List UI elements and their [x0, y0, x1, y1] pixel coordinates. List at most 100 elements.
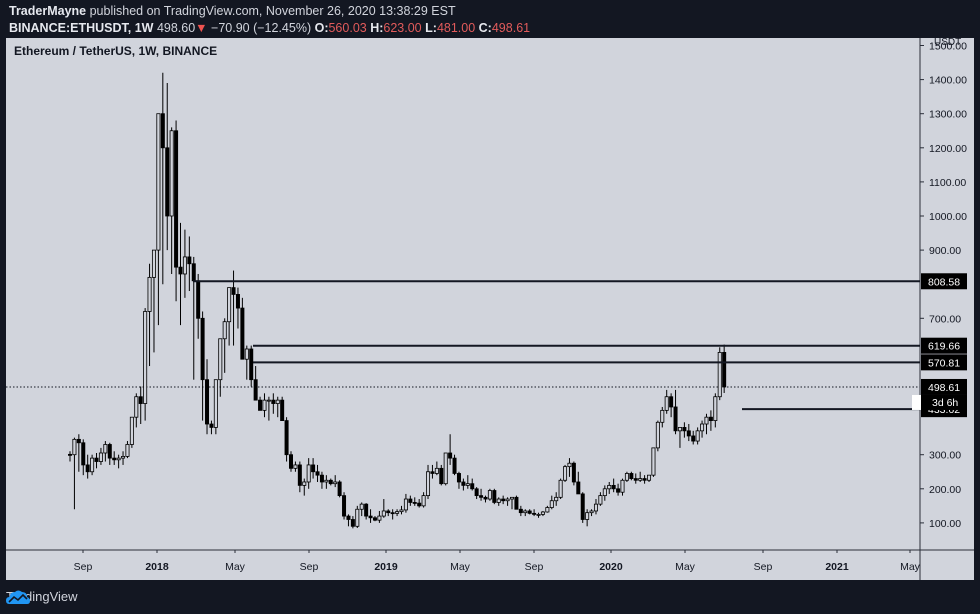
candle-up	[713, 396, 718, 422]
candle-down	[315, 471, 320, 476]
candle-down	[479, 495, 484, 498]
candle-up	[523, 510, 528, 514]
x-tick-label: Sep	[754, 561, 773, 573]
candle-down	[205, 379, 210, 425]
chart-area[interactable]: Ethereum / TetherUS, 1W, BINANCE 100.00 20…	[6, 38, 974, 580]
high-label: H:	[370, 21, 384, 35]
candle-down	[514, 496, 519, 510]
x-tick-label: May	[225, 561, 246, 573]
candle-down	[337, 481, 342, 497]
x-tick-label: Sep	[525, 561, 544, 573]
y-tick-label: 1000.00	[929, 211, 967, 223]
candlestick-chart[interactable]: Ethereum / TetherUS, 1W, BINANCE 100.00 20…	[6, 38, 974, 580]
low-label: L:	[425, 21, 437, 35]
candle-down	[249, 348, 254, 381]
candle-down	[350, 519, 355, 527]
candle-down	[412, 502, 417, 504]
candle-down	[68, 453, 73, 456]
candle-down	[200, 317, 205, 381]
candle-up	[355, 508, 360, 527]
level-price-label-bg	[921, 337, 967, 354]
tradingview-cloud-icon	[6, 590, 30, 604]
candle-up	[602, 488, 607, 497]
candle-down	[160, 113, 165, 149]
candle-down	[691, 435, 696, 442]
candle-up	[218, 338, 223, 381]
close-value: 498.61	[491, 21, 531, 35]
candle-up	[677, 427, 682, 432]
candle-up	[704, 416, 709, 425]
candle-up	[660, 409, 665, 423]
candle-up	[655, 421, 660, 449]
chart-title: Ethereum / TetherUS, 1W, BINANCE	[14, 44, 217, 58]
candle-down	[297, 464, 302, 486]
candle-up	[443, 452, 448, 485]
countdown-marker	[912, 394, 921, 410]
x-tick-label: 2020	[599, 561, 623, 573]
candle-down	[430, 471, 435, 474]
candle-down	[258, 399, 263, 411]
candle-up	[306, 464, 311, 483]
candle-down	[174, 130, 179, 268]
candle-up	[598, 495, 603, 505]
candle-up	[395, 511, 400, 514]
x-tick-label: Sep	[300, 561, 319, 573]
candle-up	[558, 479, 563, 498]
candle-up	[213, 379, 218, 428]
symbol-label: BINANCE:ETHUSDT, 1W	[9, 21, 154, 35]
candle-down	[629, 473, 634, 479]
candle-up	[403, 498, 408, 511]
x-tick-label: Sep	[74, 561, 93, 573]
candle-down	[470, 483, 475, 490]
level-price-label-bg	[921, 273, 967, 290]
candle-down	[518, 508, 523, 514]
candle-up	[151, 249, 156, 278]
candle-up	[377, 515, 382, 521]
candle-up	[536, 513, 541, 516]
candle-up	[638, 478, 643, 481]
candle-down	[328, 479, 333, 485]
candle-up	[695, 430, 700, 442]
candle-down	[196, 280, 201, 319]
candle-down	[253, 379, 258, 401]
y-tick-label: 200.00	[929, 484, 961, 496]
level-price-label-bg	[921, 354, 967, 371]
candle-down	[288, 454, 293, 469]
author-name[interactable]: TraderMayne	[9, 4, 87, 18]
symbol-line: BINANCE:ETHUSDT, 1W 498.60▼ −70.90 (−12.…	[9, 20, 530, 37]
candle-down	[448, 452, 453, 459]
candle-up	[545, 507, 550, 513]
candle-up	[147, 276, 152, 312]
candle-up	[399, 509, 404, 513]
open-label: O:	[314, 21, 329, 35]
publish-header: TraderMayne published on TradingView.com…	[9, 3, 530, 37]
candle-up	[585, 512, 590, 520]
candle-down	[284, 420, 289, 456]
triangle-down-icon: ▼	[195, 21, 208, 35]
candle-up	[624, 473, 629, 481]
candle-down	[368, 515, 373, 519]
x-tick-label: May	[675, 561, 696, 573]
candle-up	[182, 256, 187, 275]
candle-down	[191, 263, 196, 282]
candle-down	[311, 464, 316, 473]
candle-up	[121, 456, 126, 459]
candle-down	[474, 488, 479, 497]
candle-down	[686, 430, 691, 437]
candle-up	[717, 351, 722, 398]
candle-up	[359, 503, 364, 510]
candle-down	[682, 427, 687, 432]
candle-down	[165, 147, 170, 217]
candle-down	[461, 481, 466, 486]
candle-down	[386, 510, 391, 514]
candle-up	[647, 474, 652, 481]
candle-up	[426, 471, 431, 497]
candle-down	[708, 416, 713, 422]
x-tick-label: 2018	[145, 561, 169, 573]
close-label: C:	[478, 21, 492, 35]
candle-up	[434, 467, 439, 474]
candle-down	[235, 294, 240, 309]
candle-down	[342, 495, 347, 517]
candle-up	[244, 348, 249, 360]
level-price-label: 570.81	[928, 357, 960, 369]
